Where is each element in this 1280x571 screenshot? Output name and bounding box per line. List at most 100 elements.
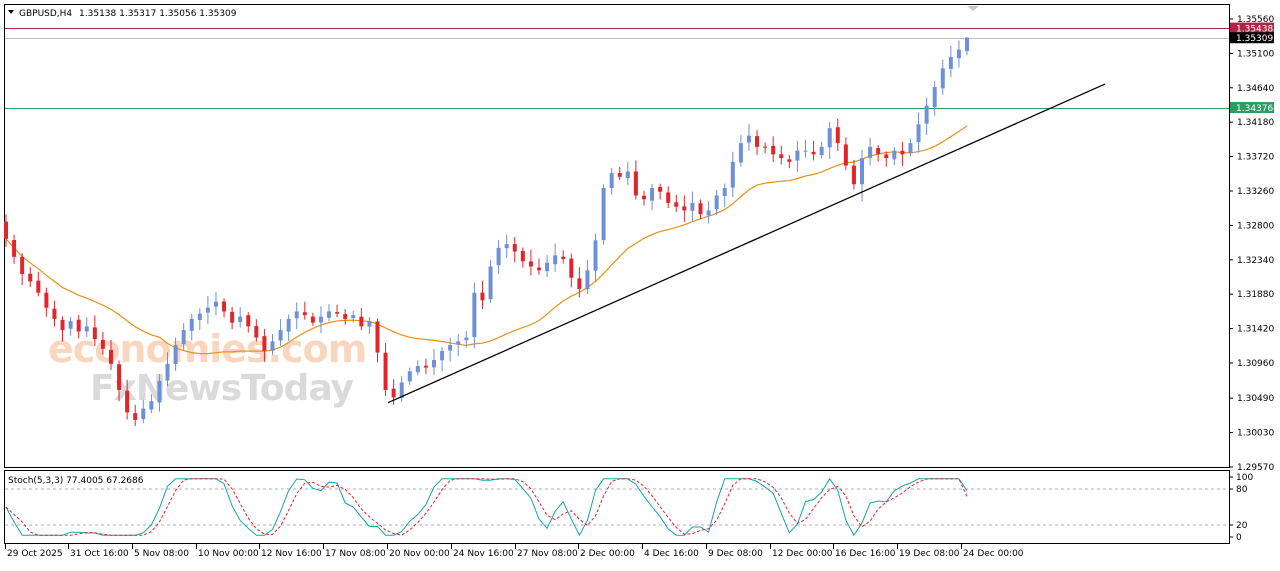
candle [133,404,138,426]
candle [472,282,477,349]
candle-body [36,280,41,293]
candle-body [536,267,541,271]
candle-body [819,146,824,156]
x-tick-label: 2 Dec 00:00 [580,549,635,559]
candle [690,191,695,221]
watermark-fxnewstoday: FxNewsToday [90,368,354,409]
candle [351,310,356,323]
candle-body [965,37,969,52]
candle [730,151,735,197]
candle-body [213,301,218,307]
candle-body [956,49,961,59]
candle [76,315,81,339]
candle-body [302,312,307,316]
price-tag-label: 1.35309 [1236,34,1273,44]
stoch-k-line[interactable] [5,477,968,537]
candle [359,308,364,331]
candle [948,45,953,78]
candle [860,149,865,202]
candle-body [189,318,194,331]
candle-body [569,258,574,278]
candle-body [294,311,299,319]
candle-body [133,413,138,420]
candle [714,190,719,216]
candle [165,352,170,387]
candle [68,317,73,336]
candle-body [246,315,251,327]
candle-body [916,124,921,143]
candle-body [803,150,808,152]
y-tick-label: 1.33720 [1237,153,1274,163]
candle-body [763,146,768,148]
candle [480,280,485,309]
candle [423,358,428,374]
candle [884,151,889,167]
candle [924,97,929,135]
candle-body [181,330,186,345]
candle-body [383,352,388,390]
moving-average-line[interactable] [5,125,968,355]
y-tick-label: 1.32800 [1237,221,1274,231]
candle-body [149,401,154,410]
candle [4,214,8,247]
scroll-indicator-icon[interactable] [967,6,979,11]
candle-body [924,105,929,124]
x-tick-label: 12 Nov 16:00 [261,549,322,559]
candle-body [407,371,412,382]
stoch-y-tick-label: 100 [1236,473,1253,483]
candle-body [440,351,445,361]
candle-body [650,188,655,201]
x-tick-label: 19 Dec 08:00 [899,549,960,559]
candle-body [222,301,227,312]
candle-body [746,135,751,143]
candle-body [391,388,396,398]
candle-body [488,266,493,300]
candle-body [423,365,428,368]
candle [189,313,194,341]
candle-body [472,292,477,337]
collapse-arrow-icon[interactable] [8,10,14,14]
candle [835,118,840,151]
candle [746,124,751,151]
candle [20,253,25,285]
x-tick-label: 16 Dec 16:00 [835,549,896,559]
candle [367,317,372,334]
candle [28,267,33,288]
candle-body [528,261,533,267]
candle-body [843,144,848,166]
x-tick-label: 10 Nov 00:00 [198,549,259,559]
candle [682,195,687,222]
stoch-d-line[interactable] [5,478,968,536]
y-tick-label: 1.33260 [1237,187,1274,197]
candle-body [278,330,283,341]
candle-body [787,159,792,162]
candle [617,167,622,181]
candle-body [286,318,291,332]
candle-body [165,363,170,381]
candle [213,291,218,316]
candle-body [698,203,703,215]
candle-body [117,364,122,390]
candle [197,308,202,330]
candle [779,145,784,165]
candle [641,190,646,206]
candle [254,319,259,342]
ascending-trendline[interactable] [387,83,1106,404]
price-tag-resistance[interactable] [1230,22,1274,34]
candle [496,239,501,274]
price-tag-last_price[interactable] [1230,32,1274,44]
candle [327,303,332,322]
x-tick-label: 27 Nov 08:00 [517,549,578,559]
y-tick-label: 1.30960 [1237,359,1274,369]
candle-body [900,150,905,155]
candle [230,306,235,330]
candle-body [310,316,315,323]
y-tick-label: 1.31420 [1237,325,1274,335]
candle [763,142,768,154]
candle-body [12,240,17,257]
candle-body [197,313,202,321]
candle [787,155,792,169]
price-tag-support[interactable] [1230,102,1274,114]
candle [738,134,743,167]
